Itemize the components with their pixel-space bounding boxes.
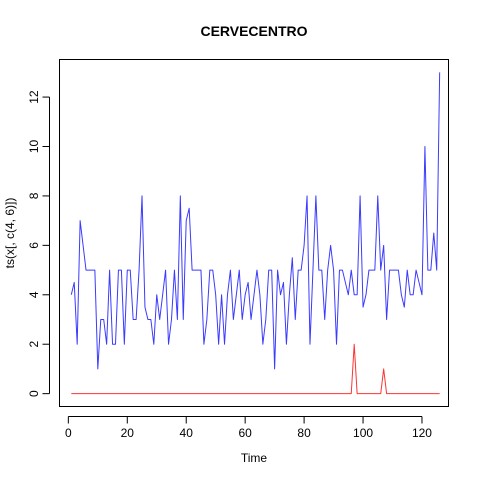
- y-tick-label: 12: [27, 90, 41, 104]
- series-line-1: [70, 72, 441, 370]
- y-tick-label: 2: [27, 341, 41, 348]
- x-tick-label: 0: [65, 426, 72, 440]
- x-axis-label: Time: [241, 451, 268, 465]
- plot-frame: [59, 59, 449, 407]
- x-tick-label: 100: [353, 426, 373, 440]
- x-tick-label: 80: [297, 426, 311, 440]
- y-tick-label: 0: [27, 390, 41, 397]
- x-tick-label: 40: [180, 426, 194, 440]
- x-tick-label: 120: [412, 426, 432, 440]
- x-axis: 0 20 40 60 80 100 120: [65, 416, 432, 440]
- y-tick-label: 6: [27, 242, 41, 249]
- x-tick-label: 20: [121, 426, 135, 440]
- series-layer: [70, 72, 441, 395]
- y-tick-label: 4: [27, 291, 41, 298]
- x-tick-label: 60: [238, 426, 252, 440]
- y-tick-label: 8: [27, 192, 41, 199]
- y-tick-label: 10: [27, 140, 41, 154]
- series-line-2: [71, 343, 440, 395]
- chart-title: CERVECENTRO: [200, 23, 307, 39]
- y-axis: 0 2 4 6 8 10 12: [27, 90, 50, 397]
- y-axis-label: ts(x[, c(4, 6)]): [3, 198, 17, 269]
